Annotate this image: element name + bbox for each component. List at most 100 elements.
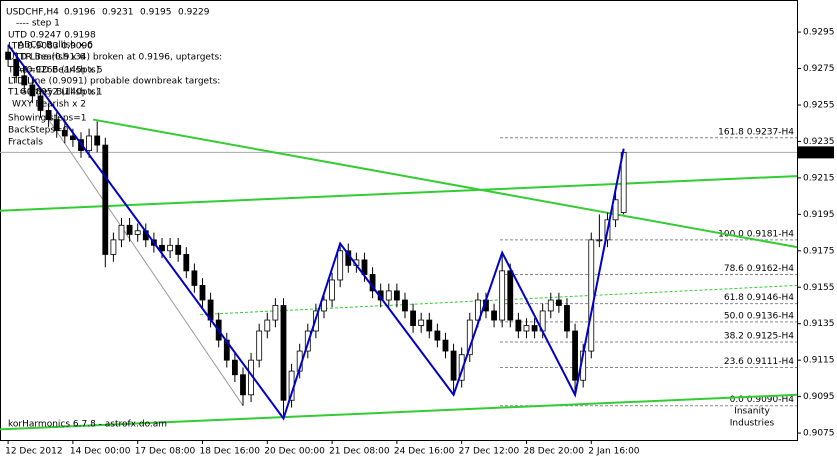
candle-body: [442, 339, 449, 352]
candle-body: [547, 299, 554, 312]
candle-body: [134, 230, 141, 235]
candle-body: [515, 319, 522, 332]
y-tick-label: 0.9215: [803, 173, 835, 183]
price-box-label: 0.9229: [801, 148, 833, 158]
candle-body: [110, 239, 117, 255]
fib-label: 38.2 0.9125-H4: [724, 331, 794, 341]
x-tick-label: 24 Dec 16:00: [394, 447, 455, 457]
candle-body: [175, 244, 182, 255]
x-tick-label: 28 Dec 20:00: [523, 447, 584, 457]
fib-label: 78.6 0.9162-H4: [724, 264, 794, 274]
y-tick-label: 0.9135: [803, 319, 835, 329]
header-value: 0.9195: [140, 8, 172, 18]
candle-body: [94, 135, 101, 146]
x-tick-label: 12 Dec 2012: [5, 447, 63, 457]
plot-frame: [0, 0, 798, 441]
trendline: [92, 118, 798, 249]
y-tick-label: 0.9275: [803, 64, 835, 74]
candle-body: [450, 350, 457, 381]
candle-body: [264, 319, 271, 332]
fib-label: 161.8 0.9237-H4: [718, 127, 794, 137]
info-line: T1=0.8952 (140pts): [7, 88, 99, 98]
candle-body: [183, 254, 190, 272]
y-tick-label: 0.9195: [803, 210, 835, 220]
y-tick-label: 0.9115: [803, 356, 835, 366]
fib-label: 23.6 0.9111-H4: [724, 357, 794, 367]
y-tick-label: 0.9075: [803, 429, 835, 439]
candle-body: [86, 135, 92, 151]
candle-body: [167, 244, 173, 252]
x-tick-label: 27 Dec 12:00: [459, 447, 520, 457]
candle-body: [337, 250, 344, 281]
candle-body: [474, 299, 481, 321]
candle-body: [126, 224, 133, 235]
info-line: BackSteps=0: [8, 126, 69, 136]
candle-body: [102, 144, 109, 255]
info-line: ---- step 1: [16, 19, 60, 29]
candle-body: [385, 290, 392, 301]
candle-body: [393, 290, 400, 301]
y-tick-label: 0.9155: [803, 283, 835, 293]
candle-body: [588, 239, 595, 352]
candle-body: [596, 239, 603, 242]
x-tick-label: 18 Dec 16:00: [199, 447, 260, 457]
info-line: Showing steps=1: [8, 114, 87, 124]
candle-body: [53, 119, 60, 131]
y-tick-label: 0.9175: [803, 246, 835, 256]
candle-body: [564, 305, 570, 332]
candle-body: [5, 51, 11, 60]
info-line: UTD Line (0.9134) broken at 0.9196, upta…: [8, 53, 222, 63]
watermark: korHarmonics 6.7.8 - astrofx.do.am: [8, 420, 167, 430]
info-line: UTD 0.9247 0.9198: [8, 31, 96, 41]
header-value: 0.9196: [64, 8, 96, 18]
candle-body: [240, 374, 246, 396]
info-line: T1=0.9266 (145pts): [7, 66, 99, 76]
chart-title: USDCHF,H4: [6, 8, 59, 18]
x-tick-label: 20 Dec 00:00: [264, 447, 325, 457]
header-value: 0.9231: [102, 8, 134, 18]
fib-label: 61.8 0.9146-H4: [724, 293, 794, 303]
candle-body: [410, 310, 416, 326]
candle-body: [329, 279, 335, 301]
candle-body: [612, 199, 619, 221]
y-tick-label: 0.9235: [803, 137, 835, 147]
zigzag: [7, 44, 625, 421]
trendline: [48, 119, 244, 407]
candle-body: [531, 325, 538, 332]
candle-body: [434, 330, 441, 341]
info-line: AB=CD Bearish x 5: [16, 66, 103, 76]
x-tick-label: 17 Dec 08:00: [135, 447, 196, 457]
candle-body: [61, 130, 68, 137]
info-line: Fractals: [8, 138, 43, 148]
candle-body: [199, 285, 206, 301]
candle-body: [280, 305, 287, 401]
candle-body: [37, 95, 44, 111]
candle-body: [499, 270, 506, 321]
x-tick-label: 14 Dec 00:00: [70, 447, 131, 457]
fib-label: 0.0 0.9090-H4: [730, 395, 795, 405]
x-tick-label: 21 Dec 08:00: [329, 447, 390, 457]
candle-body: [523, 325, 530, 332]
info-line: LTD Line (0.9091) probable downbreak tar…: [8, 77, 220, 87]
candle-body: [418, 319, 425, 326]
header-value: 0.9229: [178, 8, 210, 18]
fib-label: 100.0 0.9181-H4: [718, 229, 794, 239]
candle-body: [458, 354, 465, 381]
candle-body: [491, 310, 497, 321]
candle-body: [13, 59, 20, 77]
info-line: Gartley Bullish x 1: [20, 88, 103, 98]
candle-body: [21, 75, 28, 86]
logo: Insanity: [734, 407, 770, 417]
y-tick-label: 0.9095: [803, 392, 835, 402]
candle-body: [572, 330, 578, 381]
trendline: [0, 393, 798, 431]
info-line: ABCD Bullish x 6: [18, 41, 93, 51]
candle-body: [426, 319, 433, 332]
candle-body: [321, 299, 327, 312]
price-box: [798, 146, 834, 159]
candle-body: [507, 270, 514, 321]
candle-body: [159, 244, 165, 252]
